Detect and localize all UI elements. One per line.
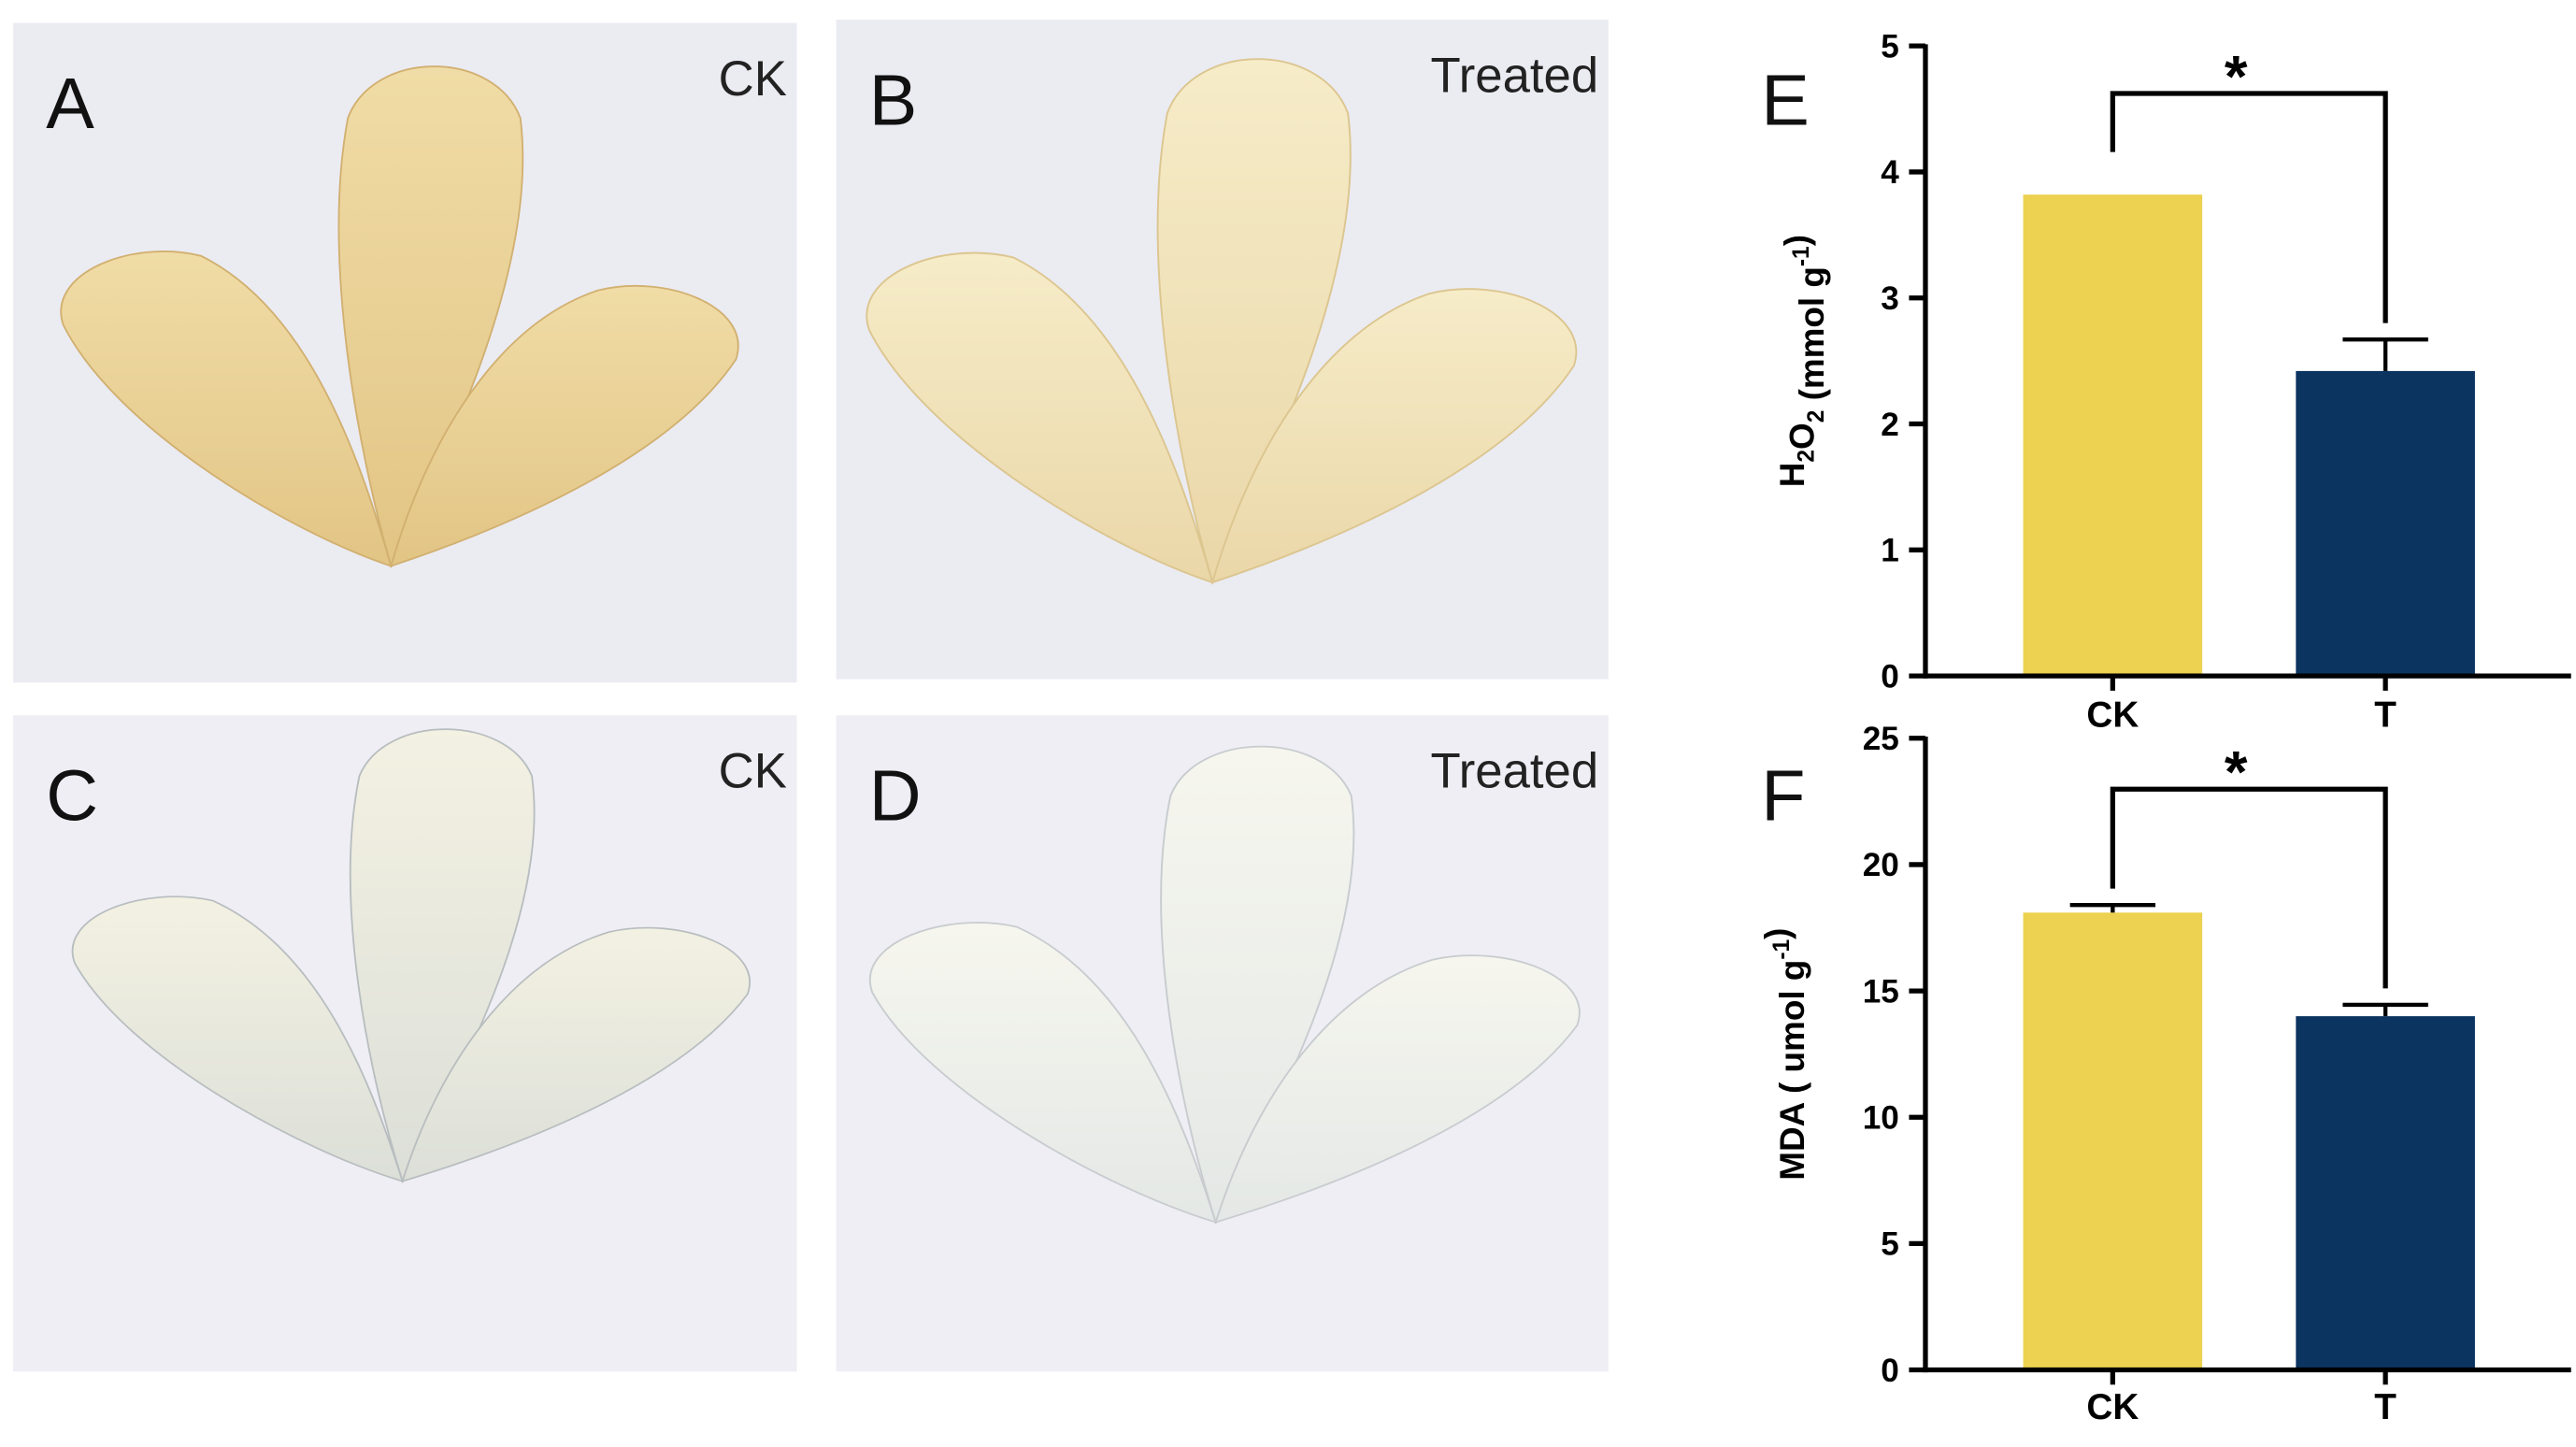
y-title-part: MDA ( umol g — [1773, 960, 1811, 1181]
panel-caption: Treated — [1430, 48, 1598, 103]
significance-bracket — [2110, 91, 2388, 323]
y-tick-label: 4 — [1881, 154, 1899, 191]
y-tick-label: 15 — [1863, 973, 1899, 1010]
y-tick-label: 20 — [1863, 847, 1899, 883]
significance-star: * — [2225, 45, 2248, 110]
y-title-part: ) — [1758, 928, 1796, 939]
x-tick-label: T — [2374, 1387, 2397, 1427]
y-tick-label: 0 — [1881, 1353, 1899, 1389]
panel-caption: Treated — [1430, 743, 1598, 798]
y-title-sup: -1 — [1789, 246, 1814, 266]
panel-letter: B — [869, 60, 918, 140]
y-title-sub: 2 — [1804, 410, 1829, 423]
panel-caption: CK — [719, 743, 787, 798]
panel-letter: A — [46, 64, 94, 144]
y-title-sub: 2 — [1794, 450, 1819, 463]
y-title-part: O — [1782, 423, 1821, 450]
y-tick-label: 1 — [1881, 533, 1899, 569]
y-tick-label: 2 — [1881, 407, 1899, 443]
y-title-part: ) — [1778, 235, 1816, 246]
panel-labels: A CK B Treated C CK D Treated — [46, 48, 1598, 836]
y-tick-label: 5 — [1881, 1226, 1899, 1263]
error-bar — [2342, 1002, 2428, 1017]
photo-panels — [13, 20, 1609, 1372]
panel-letter: D — [869, 756, 922, 837]
y-tick-label: 25 — [1863, 721, 1899, 757]
y-tick-label: 0 — [1881, 658, 1899, 695]
y-title-sup: -1 — [1769, 939, 1795, 960]
bar — [2296, 370, 2475, 677]
error-bar — [2069, 902, 2156, 913]
x-tick-label: T — [2374, 695, 2397, 736]
x-tick-label: CK — [2086, 695, 2139, 736]
y-tick-label: 10 — [1863, 1100, 1899, 1137]
bar — [2023, 912, 2203, 1370]
bar — [2296, 1016, 2475, 1370]
x-tick-label: CK — [2086, 1387, 2139, 1427]
bar — [2023, 194, 2203, 677]
y-title-part: (mmol g — [1793, 266, 1831, 410]
y-title-part: H — [1773, 463, 1811, 488]
panel-letter: E — [1761, 60, 1810, 140]
panel-letter: C — [46, 756, 98, 837]
significance-star: * — [2225, 740, 2248, 806]
significance-bracket — [2110, 786, 2388, 989]
y-tick-label: 5 — [1881, 28, 1899, 64]
y-tick-label: 3 — [1881, 280, 1899, 317]
y-axis-title: MDA ( umol g-1) — [1758, 928, 1811, 1181]
y-axis-title: H2O2 (mmol g-1) — [1773, 235, 1831, 487]
error-bar — [2342, 337, 2428, 371]
panel-letter: F — [1761, 756, 1805, 837]
panel-caption: CK — [719, 51, 787, 107]
